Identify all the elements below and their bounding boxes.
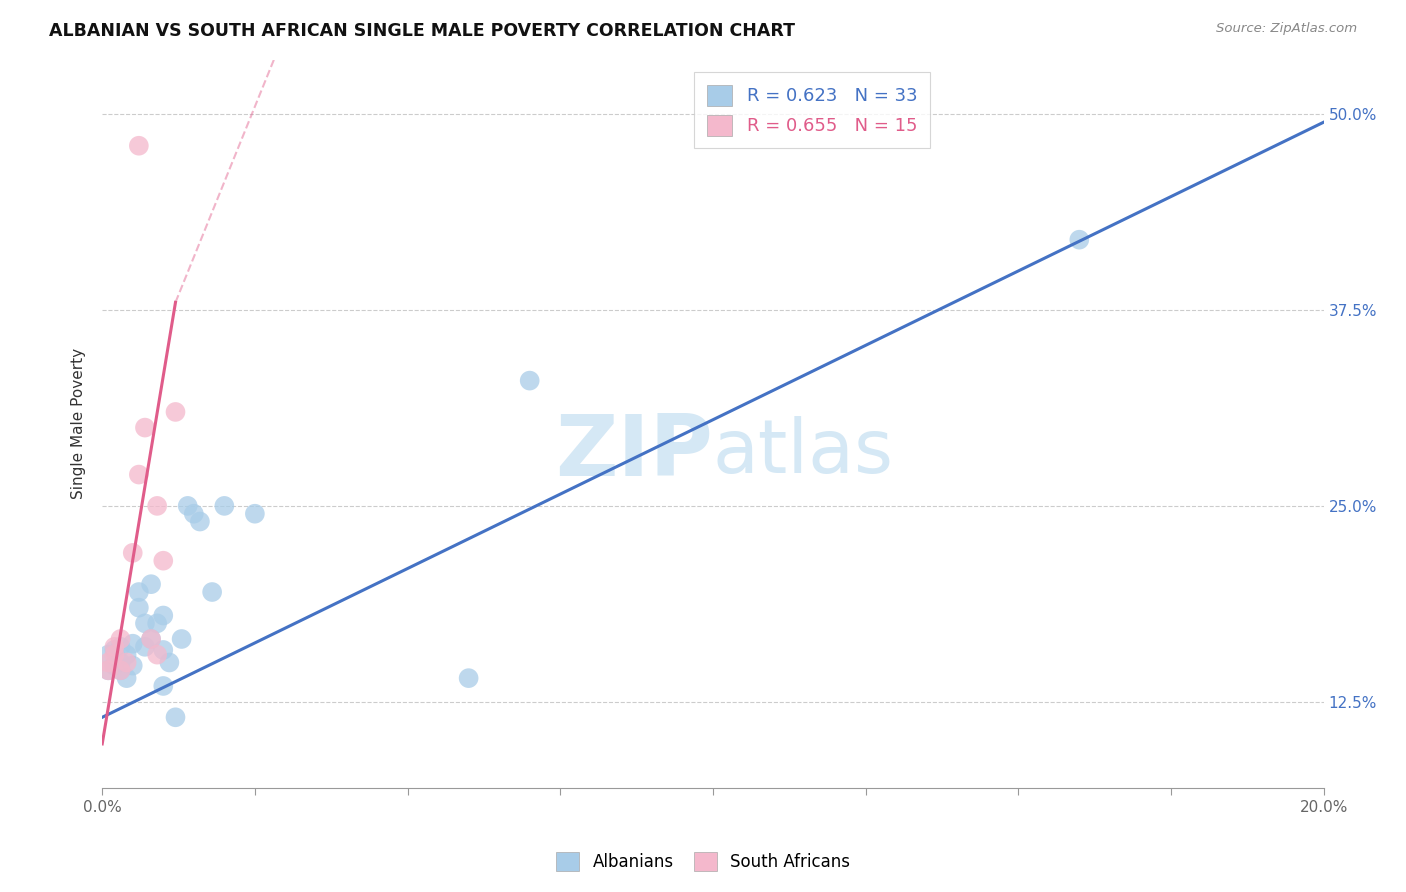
Point — [121, 637, 143, 651]
Point — [139, 632, 162, 646]
Point — [146, 616, 169, 631]
Point — [97, 663, 120, 677]
Point — [519, 374, 541, 388]
Y-axis label: Single Male Poverty: Single Male Poverty — [72, 348, 86, 500]
Point — [103, 648, 125, 662]
Point — [170, 632, 193, 646]
Point — [214, 499, 236, 513]
Point — [97, 663, 120, 677]
Point — [157, 656, 180, 670]
Point — [177, 499, 200, 513]
Point — [146, 499, 169, 513]
Text: ZIP: ZIP — [555, 411, 713, 494]
Point — [103, 658, 125, 673]
Point — [152, 679, 174, 693]
Point — [188, 515, 211, 529]
Point — [121, 658, 143, 673]
Text: atlas: atlas — [713, 417, 894, 490]
Point — [152, 643, 174, 657]
Point — [134, 420, 156, 434]
Text: ALBANIAN VS SOUTH AFRICAN SINGLE MALE POVERTY CORRELATION CHART: ALBANIAN VS SOUTH AFRICAN SINGLE MALE PO… — [49, 22, 796, 40]
Point — [121, 546, 143, 560]
Point — [103, 640, 125, 654]
Point — [134, 640, 156, 654]
Point — [115, 656, 138, 670]
Point — [110, 656, 132, 670]
Point — [97, 648, 120, 662]
Point — [128, 600, 150, 615]
Legend: R = 0.623   N = 33, R = 0.655   N = 15: R = 0.623 N = 33, R = 0.655 N = 15 — [695, 72, 929, 148]
Point — [134, 616, 156, 631]
Point — [128, 138, 150, 153]
Point — [115, 648, 138, 662]
Point — [110, 663, 132, 677]
Point — [146, 648, 169, 662]
Point — [165, 405, 187, 419]
Text: Source: ZipAtlas.com: Source: ZipAtlas.com — [1216, 22, 1357, 36]
Point — [165, 710, 187, 724]
Point — [115, 671, 138, 685]
Point — [201, 585, 224, 599]
Point — [110, 663, 132, 677]
Point — [110, 632, 132, 646]
Point — [110, 640, 132, 654]
Point — [183, 507, 205, 521]
Point — [128, 467, 150, 482]
Point — [139, 632, 162, 646]
Point — [128, 585, 150, 599]
Legend: Albanians, South Africans: Albanians, South Africans — [547, 843, 859, 880]
Point — [1069, 233, 1091, 247]
Point — [457, 671, 479, 685]
Point — [243, 507, 266, 521]
Point — [152, 554, 174, 568]
Point — [139, 577, 162, 591]
Point — [152, 608, 174, 623]
Point — [97, 656, 120, 670]
Point — [103, 643, 125, 657]
